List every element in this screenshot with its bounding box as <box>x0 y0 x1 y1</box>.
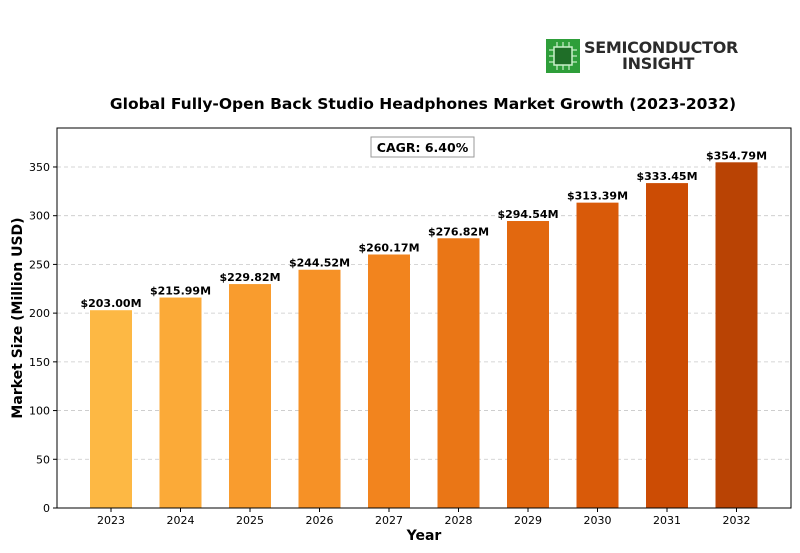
x-tick-label: 2025 <box>236 514 264 527</box>
y-tick-label: 0 <box>43 502 50 515</box>
y-tick-label: 200 <box>29 307 50 320</box>
x-tick-label: 2028 <box>445 514 473 527</box>
y-tick-label: 100 <box>29 405 50 418</box>
brand-logo: SEMICONDUCTOR INSIGHT <box>546 38 746 74</box>
bar-2030 <box>576 202 619 509</box>
data-label: $276.82M <box>428 225 489 238</box>
bar-2032 <box>715 162 758 508</box>
data-labels: $203.00M $215.99M $229.82M $244.52M $260.17M… <box>80 149 767 310</box>
bar-2023 <box>90 310 132 508</box>
bar-2026 <box>298 269 341 508</box>
y-tick-label: 300 <box>29 210 50 223</box>
data-label: $313.39M <box>567 190 628 203</box>
y-axis: 0 50 100 150 200 250 300 350 <box>29 161 57 515</box>
y-tick-label: 250 <box>29 258 50 271</box>
bar-2028 <box>437 238 480 508</box>
logo-text-line2: INSIGHT <box>622 54 695 73</box>
data-label: $333.45M <box>636 170 697 183</box>
y-axis-label: Market Size (Million USD) <box>10 217 26 418</box>
bar-2024 <box>159 297 202 508</box>
data-label: $203.00M <box>80 297 141 310</box>
plot-frame <box>56 127 792 509</box>
x-tick-label: 2026 <box>306 514 334 527</box>
data-label: $215.99M <box>150 285 211 298</box>
data-label: $260.17M <box>358 242 419 255</box>
x-tick-label: 2032 <box>723 514 751 527</box>
data-label: $244.52M <box>289 257 350 270</box>
data-label: $294.54M <box>497 208 558 221</box>
chip-icon <box>546 39 580 73</box>
y-tick-label: 150 <box>29 356 50 369</box>
bar-2027 <box>368 254 410 508</box>
data-label: $354.79M <box>706 149 767 162</box>
cagr-annotation: CAGR: 6.40% <box>370 136 475 158</box>
x-tick-label: 2031 <box>653 514 681 527</box>
bar-2031 <box>646 183 688 508</box>
x-axis-label: Year <box>406 528 442 544</box>
x-tick-label: 2027 <box>375 514 403 527</box>
y-tick-label: 350 <box>29 161 50 174</box>
cagr-text: CAGR: 6.40% <box>377 140 469 155</box>
logo-text-line1: SEMICONDUCTOR <box>584 38 739 57</box>
x-tick-label: 2023 <box>97 514 125 527</box>
x-tick-label: 2024 <box>167 514 195 527</box>
bars <box>90 162 758 509</box>
x-tick-label: 2030 <box>584 514 612 527</box>
x-tick-label: 2029 <box>514 514 542 527</box>
x-axis: 2023 2024 2025 2026 2027 2028 2029 2030 2031 2032 <box>97 508 751 527</box>
bar-2029 <box>507 221 549 508</box>
data-label: $229.82M <box>219 271 280 284</box>
chart-title: Global Fully-Open Back Studio Headphones… <box>110 95 736 113</box>
bar-2025 <box>229 284 271 508</box>
cagr-box <box>370 136 475 158</box>
y-tick-label: 50 <box>36 453 50 466</box>
